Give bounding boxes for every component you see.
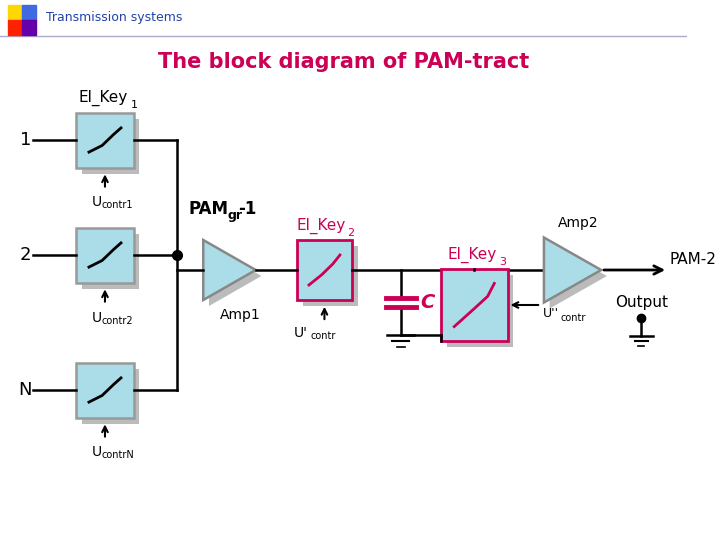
Bar (82, 233, 140, 288)
Text: contr: contr (560, 313, 585, 323)
Bar (22, 20, 36, 35)
Bar (441, 269, 508, 341)
Text: contrN: contrN (101, 450, 134, 461)
Text: 2: 2 (347, 228, 354, 238)
Bar (76, 227, 134, 282)
Polygon shape (209, 246, 261, 306)
Bar (8, 5, 22, 20)
Bar (76, 112, 134, 167)
Polygon shape (549, 244, 607, 308)
Bar (76, 362, 134, 417)
Text: contr2: contr2 (101, 315, 132, 326)
Text: The block diagram of PAM-tract: The block diagram of PAM-tract (158, 52, 529, 72)
Text: 1: 1 (20, 131, 32, 149)
Text: U'': U'' (543, 307, 559, 320)
Text: Amp1: Amp1 (220, 308, 261, 322)
Text: contr: contr (310, 331, 336, 341)
Text: 3: 3 (499, 257, 506, 267)
Text: -1: -1 (238, 200, 257, 218)
Text: U: U (91, 446, 102, 460)
Text: El_Key: El_Key (78, 90, 127, 106)
Bar (8, 20, 22, 35)
Text: PAM: PAM (189, 200, 229, 218)
Bar (446, 275, 513, 347)
Text: contr1: contr1 (101, 200, 132, 211)
Text: El_Key: El_Key (448, 247, 497, 263)
Bar (22, 5, 36, 20)
Bar (297, 240, 352, 300)
Text: Transmission systems: Transmission systems (46, 11, 182, 24)
Text: U: U (91, 310, 102, 325)
Bar (302, 246, 358, 306)
Text: C: C (420, 293, 434, 312)
Polygon shape (203, 240, 256, 300)
Text: gr: gr (227, 209, 242, 222)
Bar (82, 368, 140, 423)
Text: Output: Output (615, 295, 667, 310)
Polygon shape (544, 238, 601, 302)
Text: N: N (18, 381, 32, 399)
Text: U': U' (293, 326, 307, 340)
Text: Amp2: Amp2 (558, 215, 598, 230)
Text: U: U (91, 195, 102, 210)
Bar (82, 118, 140, 173)
Text: El_Key: El_Key (296, 218, 346, 234)
Text: PAM-2: PAM-2 (670, 252, 717, 267)
Text: 1: 1 (131, 100, 138, 111)
Text: 2: 2 (20, 246, 32, 264)
